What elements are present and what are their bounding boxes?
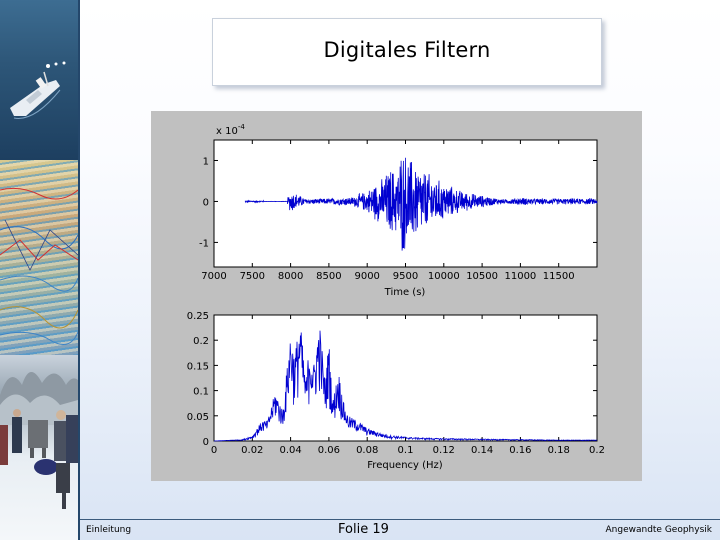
time-xtick-label: 10500 [466,271,498,282]
spectrum-xtick-label: 0.08 [356,445,378,456]
frequency-x-axis-label: Frequency (Hz) [367,460,443,471]
exponent-label: x 10-4 [216,123,245,137]
spectrum-xtick-label: 0.04 [279,445,301,456]
field-survey-photo [0,355,78,540]
time-ytick-label: 0 [203,197,209,208]
spectrum-xtick-label: 0.16 [509,445,531,456]
left-photo-strip [0,0,78,540]
spectrum-ytick-label: 0.15 [187,361,209,372]
footer-department: Angewandte Geophysik [605,525,713,535]
spectrum-xtick-label: 0.18 [548,445,570,456]
time-xtick-label: 9500 [393,271,418,282]
footer-section-label: Einleitung [86,525,132,535]
time-axes-ticks: 7000 7500 8000 8500 9000 9500 10000 10500 11000 1… [199,140,597,282]
spectrum-xtick-label: 0.12 [433,445,455,456]
seismic-horizons-graphic [0,187,78,345]
spectrum-ytick-label: 0.2 [193,336,209,347]
figure-canvas: 7000 7500 8000 8500 9000 9500 10000 10500 11000 1… [187,123,605,471]
research-vessel-photo [0,0,78,160]
spectrum-trace [214,330,598,442]
time-series-line [244,157,598,251]
seismic-section-image [0,160,78,355]
time-xtick-label: 8000 [278,271,303,282]
spectrum-ytick-label: 0 [203,437,209,448]
left-border-bar [78,0,80,540]
footer-slide-number: Folie 19 [338,522,389,537]
slide-title: Digitales Filtern [323,38,491,62]
time-x-axis-label: Time (s) [384,287,426,298]
title-box: Digitales Filtern [212,18,602,86]
time-xtick-label: 9000 [354,271,379,282]
spectrum-ytick-label: 0.1 [193,387,209,398]
spectrum-ytick-label: 0.05 [187,412,209,423]
time-xtick-label: 11500 [543,271,575,282]
footer-divider [80,519,720,520]
time-xtick-label: 10000 [428,271,460,282]
time-xtick-label: 7500 [240,271,265,282]
spectrum-ytick-label: 0.25 [187,311,209,322]
spectrum-axes: 0 0.02 0.04 0.06 0.08 0.1 0.12 0.14 0.16 0.18 0.2 0… [187,311,605,471]
spectrum-series-line [214,330,598,442]
time-series-trace [244,157,598,251]
spectrum-axes-frame [213,314,598,442]
spectrum-xtick-label: 0.2 [589,445,605,456]
time-xtick-label: 11000 [504,271,536,282]
matlab-figure: 7000 7500 8000 8500 9000 9500 10000 10500 11000 1… [151,111,642,481]
spectrum-xtick-label: 0.02 [241,445,263,456]
spectrum-xtick-label: 0.14 [471,445,493,456]
spectrum-xtick-label: 0.1 [398,445,414,456]
time-ytick-label: -1 [199,238,209,249]
spectrum-axes-ticks: 0 0.02 0.04 0.06 0.08 0.1 0.12 0.14 0.16 0.18 0.2 0… [187,311,605,456]
time-series-axes: 7000 7500 8000 8500 9000 9500 10000 10500 11000 1… [199,123,598,298]
time-xtick-label: 7000 [201,271,226,282]
ship-icon [10,61,66,119]
spectrum-xtick-label: 0 [211,445,217,456]
time-xtick-label: 8500 [316,271,341,282]
time-ytick-label: 1 [203,156,209,167]
spectrum-xtick-label: 0.06 [318,445,340,456]
snow-field-scene [0,371,78,509]
